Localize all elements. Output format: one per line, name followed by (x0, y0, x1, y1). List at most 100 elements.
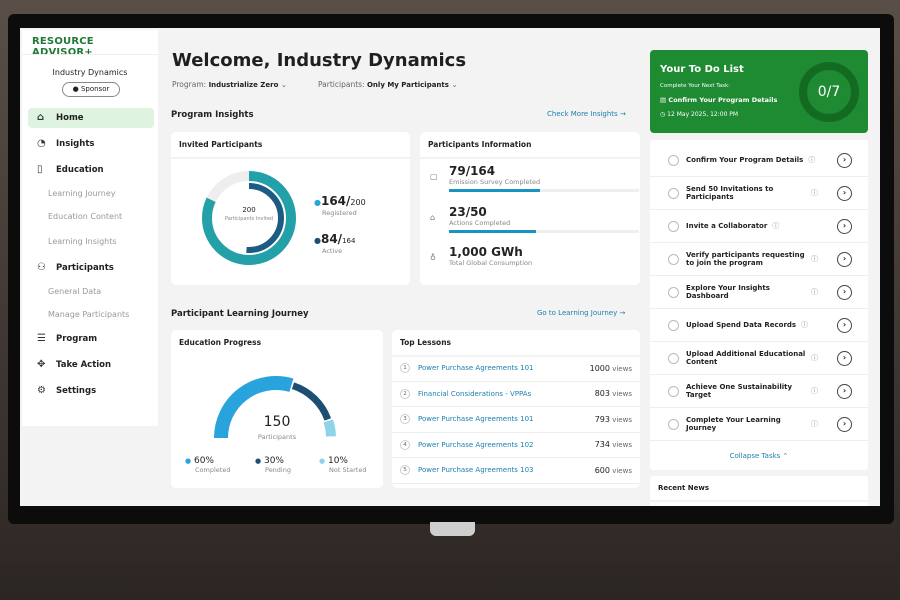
program-filter[interactable]: Program: Industrialize Zero ⌄ (172, 80, 287, 89)
views: 600 views (595, 466, 632, 475)
task-item[interactable]: Confirm Your Program Details ⓘ › (650, 144, 868, 177)
info-icon[interactable]: ⓘ (811, 420, 818, 428)
task-item[interactable]: Complete Your Learning Journey ⓘ › (650, 408, 868, 441)
lesson-title[interactable]: Power Purchase Agreements 101 (418, 364, 534, 373)
task-checkbox[interactable] (668, 386, 679, 397)
sidebar-item-education[interactable]: ▯ Education (28, 160, 154, 180)
chevron-right-icon[interactable]: › (837, 384, 852, 399)
chevron-right-icon[interactable]: › (837, 252, 852, 267)
info-icon[interactable]: ⓘ (772, 222, 780, 230)
task-checkbox[interactable] (668, 254, 679, 265)
legend-dot: ● (314, 198, 321, 207)
info-icon[interactable]: ⓘ (808, 156, 816, 164)
lesson-row[interactable]: 1 Power Purchase Agreements 101 1000 views (392, 356, 640, 382)
task-item[interactable]: Upload Spend Data Records ⓘ › (650, 309, 868, 342)
info-icon[interactable]: ⓘ (811, 354, 818, 362)
invited-donut (202, 171, 296, 265)
arrow-right-icon: → (619, 110, 626, 118)
progress-fill (449, 189, 541, 192)
sidebar-item-participants[interactable]: ⚇ Participants (28, 258, 154, 278)
sidebar-item-settings[interactable]: ⚙ Settings (28, 381, 154, 401)
task-item[interactable]: Achieve One Sustainability Target ⓘ › (650, 375, 868, 408)
gauge-value: 150 (263, 414, 291, 430)
donut-center-value: 200 (242, 206, 256, 214)
task-checkbox[interactable] (668, 353, 679, 364)
views: 793 views (595, 415, 632, 424)
label: Not Started (329, 466, 367, 474)
task-item[interactable]: Explore Your Insights Dashboard ⓘ › (650, 276, 868, 309)
participants-filter[interactable]: Participants: Only My Participants ⌄ (318, 80, 458, 89)
lesson-row[interactable]: 2 Financial Considerations - VPPAs 803 vie… (392, 382, 640, 407)
sidebar-sub-learning-journey[interactable]: Learning Journey (48, 189, 116, 198)
task-item[interactable]: Upload Additional Educational Content ⓘ › (650, 342, 868, 375)
task-checkbox[interactable] (668, 221, 679, 232)
lesson-title[interactable]: Power Purchase Agreements 102 (418, 440, 534, 449)
task-checkbox[interactable] (668, 287, 679, 298)
task-label: Verify participants requesting to join t… (686, 251, 805, 267)
next-task[interactable]: ▤ Confirm Your Program Details (660, 96, 777, 104)
sidebar: RESOURCE ADVISOR+ Industry Dynamics ● Sp… (22, 30, 158, 426)
info-icon[interactable]: ⓘ (811, 288, 818, 296)
view-count: 600 (594, 465, 610, 475)
label: Actions Completed (449, 219, 511, 227)
actions-icon: ⌂ (430, 213, 436, 222)
task-checkbox[interactable] (668, 188, 679, 199)
sidebar-item-program[interactable]: ☰ Program (28, 329, 154, 349)
task-item[interactable]: Verify participants requesting to join t… (650, 243, 868, 276)
education-gauge (214, 376, 336, 439)
sidebar-sub-education-content[interactable]: Education Content (48, 212, 123, 221)
lesson-title[interactable]: Power Purchase Agreements 101 (418, 415, 534, 424)
lesson-row[interactable]: 5 Power Purchase Agreements 103 600 views (392, 458, 640, 484)
value: 79/164 (449, 164, 496, 178)
rank: 5 (400, 465, 410, 476)
sidebar-item-take-action[interactable]: ✥ Take Action (28, 355, 154, 375)
task-checkbox[interactable] (668, 155, 679, 166)
sidebar-sub-manage-participants[interactable]: Manage Participants (48, 310, 130, 319)
task-checkbox[interactable] (668, 320, 679, 331)
survey-icon: ▢ (430, 172, 438, 181)
card-title: Participants Information (420, 132, 640, 159)
label: Participants (56, 263, 114, 273)
learning-journey-link[interactable]: Go to Learning Journey → (537, 309, 625, 317)
sidebar-sub-learning-insights[interactable]: Learning Insights (48, 237, 117, 246)
home-icon: ⌂ (37, 112, 45, 123)
sidebar-item-home[interactable]: ⌂ Home (28, 108, 154, 128)
task-item[interactable]: Send 50 Invitations to Participants ⓘ › (650, 177, 868, 210)
lesson-title[interactable]: Financial Considerations - VPPAs (418, 389, 532, 398)
chevron-up-icon: ⌃ (782, 452, 789, 460)
chevron-right-icon[interactable]: › (837, 285, 852, 300)
sidebar-item-insights[interactable]: ◔ Insights (28, 134, 154, 154)
view-count: 793 (594, 414, 610, 424)
info-icon[interactable]: ⓘ (811, 189, 818, 197)
collapse-tasks-button[interactable]: Collapse Tasks ⌃ (650, 452, 868, 460)
lesson-title[interactable]: Power Purchase Agreements 103 (418, 466, 534, 475)
info-icon[interactable]: ⓘ (811, 387, 818, 395)
sidebar-sub-general-data[interactable]: General Data (48, 287, 102, 296)
rank: 3 (400, 414, 410, 425)
chevron-right-icon[interactable]: › (837, 153, 852, 168)
legend-dot: ● (255, 457, 262, 465)
chevron-right-icon[interactable]: › (837, 219, 852, 234)
progress-fill (449, 230, 537, 233)
view-count: 803 (594, 389, 610, 399)
lesson-row[interactable]: 4 Power Purchase Agreements 102 734 views (392, 433, 640, 458)
label: Settings (56, 386, 97, 396)
chevron-right-icon[interactable]: › (837, 351, 852, 366)
lesson-row[interactable]: 3 Power Purchase Agreements 101 793 views (392, 407, 640, 433)
info-icon[interactable]: ⓘ (801, 321, 809, 329)
task-item[interactable]: Invite a Collaborator ⓘ › (650, 210, 868, 243)
role-badge[interactable]: ● Sponsor (62, 82, 120, 97)
task-label: Invite a Collaborator (686, 222, 768, 230)
unit: views (612, 441, 632, 450)
rank: 1 (400, 363, 410, 374)
check-insights-link[interactable]: Check More Insights → (547, 110, 626, 118)
chevron-right-icon[interactable]: › (837, 417, 852, 432)
task-checkbox[interactable] (668, 419, 679, 430)
chevron-right-icon[interactable]: › (837, 186, 852, 201)
registered-arc (202, 171, 296, 265)
gauge-label: Participants (257, 433, 297, 441)
chevron-right-icon[interactable]: › (837, 318, 852, 333)
info-icon[interactable]: ⓘ (811, 255, 818, 263)
label: Go to Learning Journey (537, 309, 618, 317)
chevron-down-icon: ⌄ (280, 80, 288, 89)
